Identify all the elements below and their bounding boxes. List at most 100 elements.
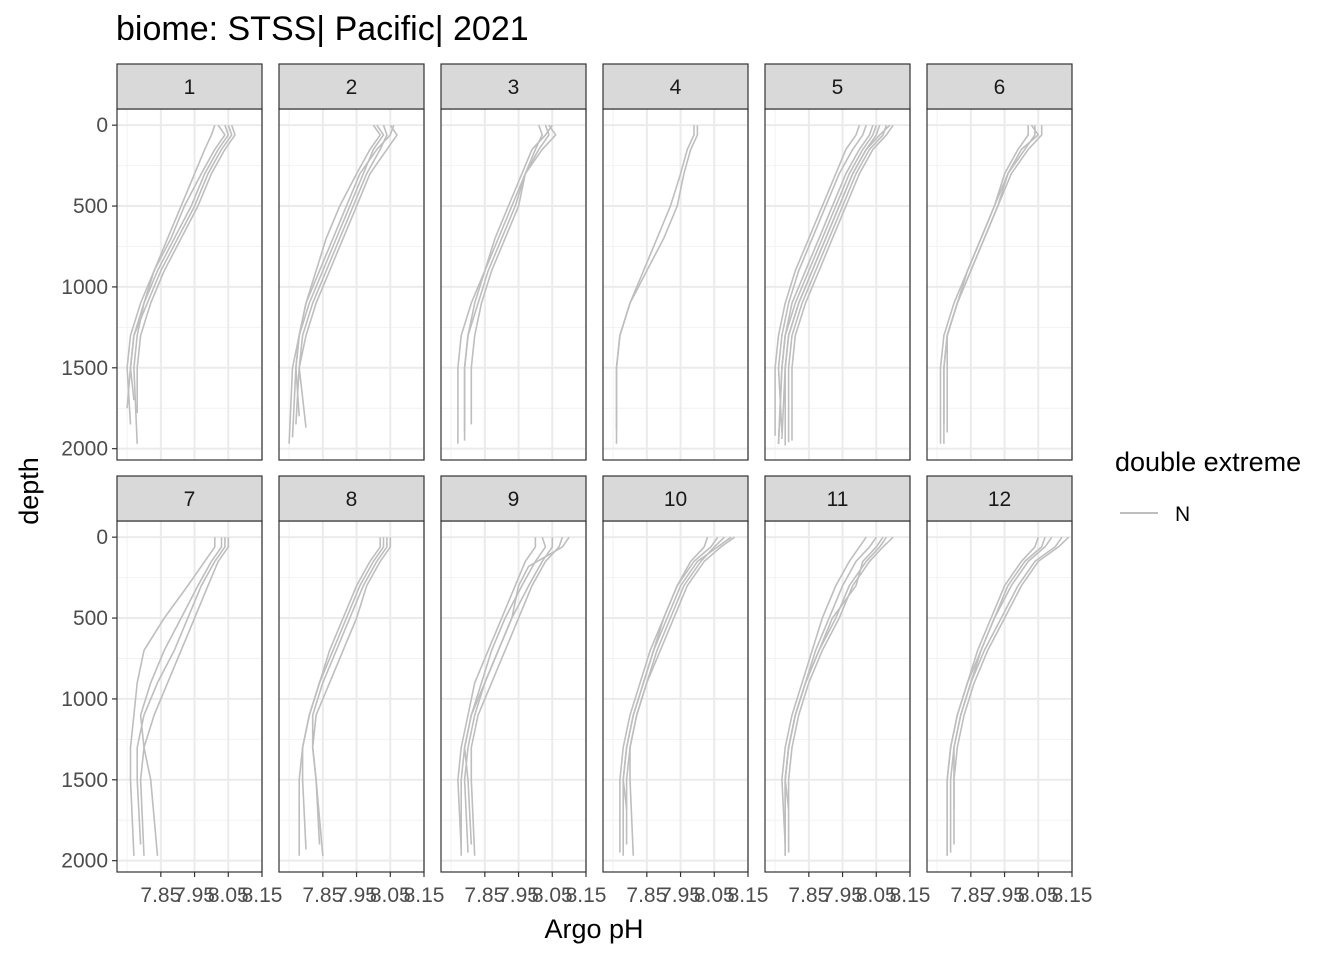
y-tick-label: 1000 [61,276,108,299]
facet-panel-1: 1 [116,63,263,461]
facet-strip-label: 5 [832,76,844,99]
profile-line-2-2 [288,124,385,444]
facet-strip-label: 3 [508,76,520,99]
chart-title: biome: STSS| Pacific| 2021 [116,10,529,48]
facet-panels: 1 2 3 4 5 67 8 9 10 11 12 [116,63,1073,873]
profile-line-1-3 [136,124,236,414]
profile-line-6-4 [943,124,1040,425]
profile-line-5-2 [787,124,888,443]
panel-background [927,109,1072,460]
profile-line-2-1 [295,124,398,425]
facet-panel-10: 10 [602,475,749,873]
panel-background [441,109,586,460]
profile-line-9-3 [463,536,547,845]
x-tick-label: 7.95 [660,884,701,907]
facet-panel-8: 8 [278,475,425,873]
facet-strip-label: 10 [664,488,687,511]
x-tick-label: 8.15 [242,884,283,907]
facet-strip-label: 4 [670,76,682,99]
x-tick-label: 8.15 [404,884,445,907]
facet-panel-4: 4 [602,63,749,461]
facet-strip [926,63,1073,110]
panel-background [927,521,1072,872]
profile-line-10-2 [619,536,719,853]
x-tick-label: 8.05 [694,884,735,907]
x-tick-label: 8.05 [1018,884,1059,907]
facet-strip [926,475,1073,522]
x-axis-title: Argo pH [544,914,643,944]
x-tick-label: 7.95 [498,884,539,907]
facet-strip-label: 1 [184,76,196,99]
panel-background [765,109,910,460]
facet-strip-label: 6 [994,76,1006,99]
panel-background [279,521,424,872]
profile-line-1-5 [129,124,230,401]
profile-line-1-4 [133,124,216,444]
x-tick-label: 7.85 [788,884,829,907]
facet-strip-label: 9 [508,488,520,511]
profile-line-8-4 [311,537,388,845]
facet-strip-label: 7 [184,488,196,511]
profile-line-8-3 [301,537,385,850]
facet-strip [278,475,425,522]
profile-line-12-2 [949,536,1063,853]
y-tick-label: 1000 [61,688,108,711]
y-tick-label: 2000 [61,438,108,461]
x-tick-label: 7.85 [626,884,667,907]
facet-strip [278,63,425,110]
y-axes: 0 500 1000 1500 2000 0 500 1000 1500 2000 [61,114,117,873]
profile-line-2-3 [298,124,388,428]
profile-line-10-4 [622,536,709,809]
x-tick-label: 8.05 [856,884,897,907]
y-tick-label: 0 [96,114,108,137]
y-tick-label: 0 [96,526,108,549]
facet-panel-5: 5 [764,63,911,461]
panel-background [279,109,424,460]
x-tick-label: 7.95 [174,884,215,907]
profile-line-3-1 [457,124,557,444]
facet-panel-2: 2 [278,63,425,461]
profile-line-5-6 [774,124,861,436]
facet-strip-label: 8 [346,488,358,511]
legend-title: double extreme [1115,447,1301,477]
y-tick-label: 1500 [61,769,108,792]
x-tick-label: 7.85 [464,884,505,907]
profile-line-9-4 [470,536,564,856]
x-tick-label: 7.85 [302,884,343,907]
y-tick-label: 500 [73,607,108,630]
panel-background [765,521,910,872]
profile-line-11-4 [781,536,867,845]
profile-line-9-5 [457,537,537,850]
y-tick-label: 1500 [61,357,108,380]
profile-line-5-4 [791,124,894,441]
profile-line-11-5 [784,536,884,856]
profile-line-10-3 [629,536,725,856]
profile-line-7-3 [129,537,216,856]
profile-line-5-8 [777,124,874,444]
x-tick-label: 7.95 [984,884,1025,907]
facet-panel-12: 12 [926,475,1073,873]
facet-panel-7: 7 [116,475,263,873]
facet-strip-label: 11 [827,488,849,511]
profile-line-9-2 [463,537,554,853]
profile-line-3-3 [470,124,550,425]
profile-line-11-3 [787,536,894,853]
facet-strip [602,63,749,110]
facet-strip [440,63,587,110]
facet-strip [602,475,749,522]
legend: double extreme N [1115,447,1301,526]
panel-background [603,109,748,460]
profile-line-7-2 [139,537,223,856]
y-tick-label: 500 [73,195,108,218]
profile-line-1-2 [126,124,226,425]
facet-strip [764,63,911,110]
x-tick-label: 8.05 [208,884,249,907]
facet-strip [116,475,263,522]
profile-line-7-1 [139,537,230,856]
panel-background [117,521,262,872]
profile-line-2-5 [295,124,381,417]
facet-panel-11: 11 [764,475,911,873]
profile-line-5-7 [781,124,891,440]
panel-background [603,521,748,872]
x-tick-label: 8.15 [566,884,607,907]
